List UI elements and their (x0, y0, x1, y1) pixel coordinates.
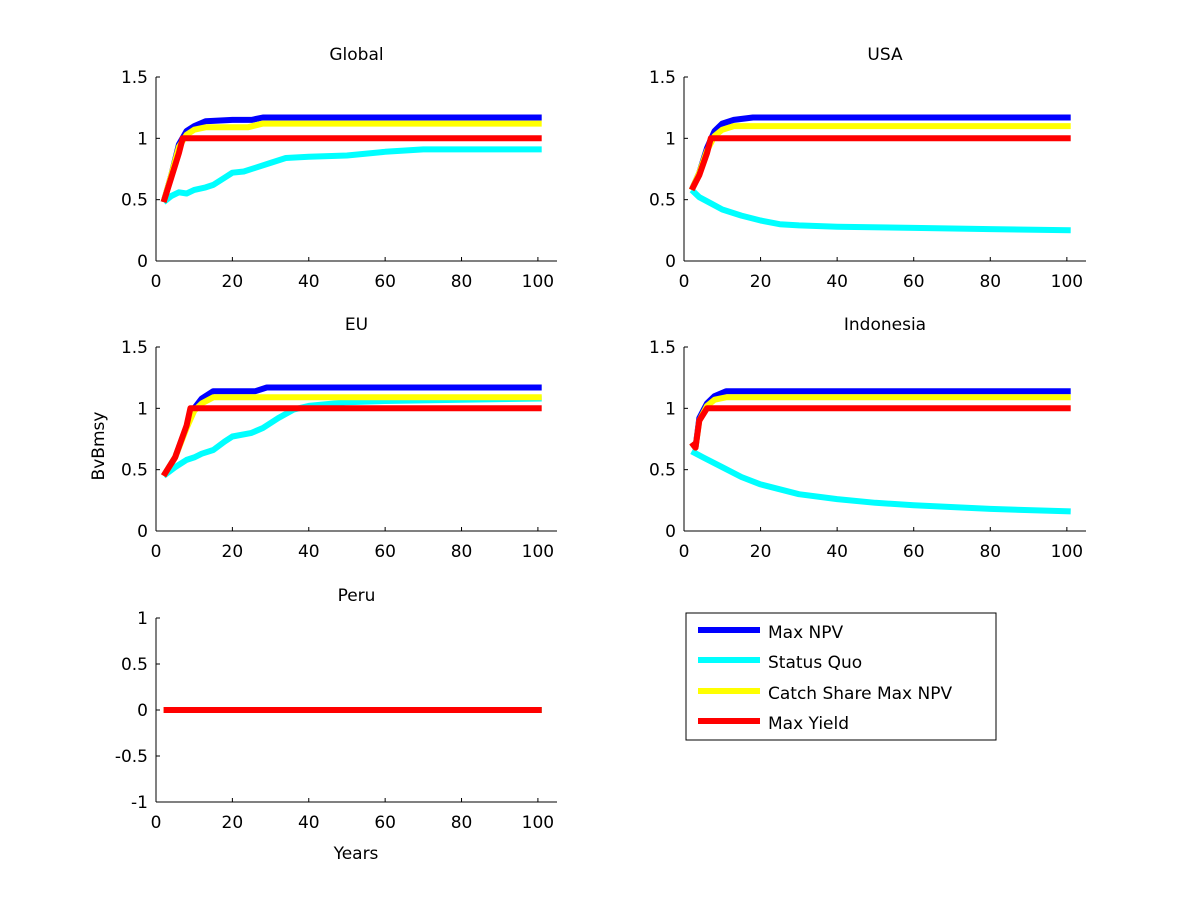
x-tick-label-eu: 0 (151, 542, 162, 562)
x-tick-label-peru: 100 (522, 813, 554, 833)
y-tick-label-peru: 0.5 (121, 655, 148, 675)
x-tick-label-global: 40 (298, 272, 320, 292)
x-tick-label-usa: 60 (903, 272, 925, 292)
x-tick-label-usa: 80 (979, 272, 1001, 292)
x-tick-label-eu: 40 (298, 542, 320, 562)
x-tick-label-indonesia: 100 (1051, 542, 1083, 562)
x-tick-label-usa: 40 (826, 272, 848, 292)
x-tick-label-global: 20 (222, 272, 244, 292)
y-tick-label-usa: 1.5 (649, 68, 676, 88)
x-tick-label-peru: 20 (222, 813, 244, 833)
y-tick-label-indonesia: 0.5 (649, 461, 676, 481)
y-tick-label-eu: 1 (137, 399, 148, 419)
subplot-usa: USA 0 20 40 60 80 100 0 0.5 1 1.5 (649, 45, 1086, 292)
subplot-title-eu: EU (345, 315, 368, 335)
y-tick-label-global: 0.5 (121, 191, 148, 211)
x-tick-label-peru: 40 (298, 813, 320, 833)
legend-item-status-quo: Status Quo (698, 653, 862, 673)
y-tick-label-global: 0 (137, 252, 148, 272)
x-tick-label-global: 80 (451, 272, 473, 292)
series-line-indonesia-catch-share-max-npv (689, 394, 1071, 451)
legend-label-max-yield: Max Yield (768, 714, 849, 734)
y-tick-label-indonesia: 1 (665, 399, 676, 419)
x-tick-label-eu: 100 (522, 542, 554, 562)
y-tick-label-indonesia: 0 (665, 522, 676, 542)
subplot-indonesia: Indonesia 0 20 40 60 80 100 0 0.5 1 1.5 (649, 315, 1086, 562)
y-tick-label-eu: 0.5 (121, 461, 148, 481)
y-tick-label-peru: -0.5 (115, 747, 148, 767)
x-axis-label: Years (333, 844, 379, 864)
legend-label-status-quo: Status Quo (768, 653, 862, 673)
y-tick-label-eu: 1.5 (121, 338, 148, 358)
y-tick-label-eu: 0 (137, 522, 148, 542)
legend-item-catch-share-max-npv: Catch Share Max NPV (698, 684, 952, 704)
x-tick-label-usa: 0 (679, 272, 690, 292)
x-tick-label-global: 100 (522, 272, 554, 292)
legend: Max NPV Status Quo Catch Share Max NPV M… (685, 612, 997, 741)
subplot-eu: EU 0 20 40 60 80 100 0 0.5 1 1.5 (121, 315, 557, 562)
legend-item-max-npv: Max NPV (698, 623, 844, 643)
y-tick-label-peru: 0 (137, 701, 148, 721)
x-tick-label-global: 0 (151, 272, 162, 292)
series-line-indonesia-max-yield (689, 405, 1071, 451)
legend-item-max-yield: Max Yield (698, 714, 849, 734)
series-line-indonesia-status-quo (690, 448, 1071, 515)
subplot-peru: Peru 0 20 40 60 80 100 -1 -0.5 0 0.5 1 (115, 586, 557, 833)
x-tick-label-peru: 60 (374, 813, 396, 833)
legend-label-max-npv: Max NPV (768, 623, 844, 643)
legend-label-catch-share-max-npv: Catch Share Max NPV (768, 684, 952, 704)
series-line-eu-max-yield (161, 405, 542, 478)
y-tick-label-usa: 1 (665, 129, 676, 149)
subplot-title-global: Global (329, 45, 383, 65)
y-tick-label-usa: 0 (665, 252, 676, 272)
x-tick-label-indonesia: 60 (903, 542, 925, 562)
x-tick-label-usa: 20 (750, 272, 772, 292)
y-tick-label-global: 1.5 (121, 68, 148, 88)
series-line-eu-status-quo (161, 395, 542, 479)
x-tick-label-eu: 20 (222, 542, 244, 562)
subplot-global: Global 0 20 40 60 80 100 0 0.5 1 1.5 (121, 45, 557, 292)
x-tick-label-indonesia: 0 (679, 542, 690, 562)
x-tick-label-eu: 80 (451, 542, 473, 562)
x-tick-label-global: 60 (374, 272, 396, 292)
series-line-usa-status-quo (689, 187, 1071, 234)
x-tick-label-peru: 0 (151, 813, 162, 833)
subplot-title-indonesia: Indonesia (844, 315, 926, 335)
series-line-global-status-quo (161, 146, 542, 205)
subplot-title-usa: USA (867, 45, 903, 65)
x-tick-label-indonesia: 80 (979, 542, 1001, 562)
y-tick-label-peru: 1 (137, 609, 148, 629)
x-tick-label-peru: 80 (451, 813, 473, 833)
y-tick-label-indonesia: 1.5 (649, 338, 676, 358)
series-line-global-max-yield (160, 135, 542, 203)
subplot-title-peru: Peru (338, 586, 376, 606)
y-tick-label-global: 1 (137, 129, 148, 149)
series-line-usa-max-yield (689, 135, 1071, 192)
x-tick-label-usa: 100 (1051, 272, 1083, 292)
x-tick-label-indonesia: 20 (750, 542, 772, 562)
y-axis-label: BvBmsy (89, 412, 109, 481)
y-tick-label-usa: 0.5 (649, 191, 676, 211)
y-tick-label-peru: -1 (131, 793, 148, 813)
x-tick-label-indonesia: 40 (826, 542, 848, 562)
x-tick-label-eu: 60 (374, 542, 396, 562)
